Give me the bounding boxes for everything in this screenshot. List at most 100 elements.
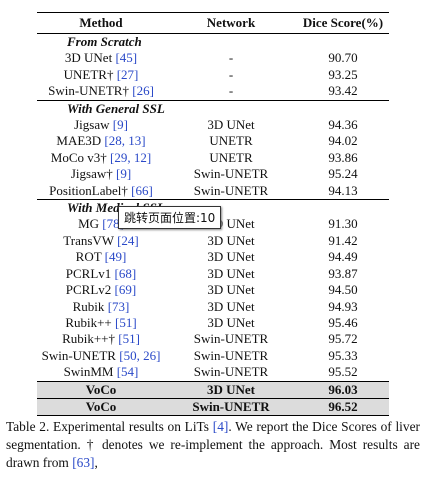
dice-cell: 96.52 bbox=[297, 397, 389, 417]
method-cell: PCRLv1 [68] bbox=[37, 266, 165, 282]
network-cell: Swin-UNETR bbox=[193, 364, 269, 380]
data-row: MoCo v3† [29, 12] UNETR 93.86 bbox=[37, 150, 389, 166]
data-row: SwinMM [54] Swin-UNETR 95.52 bbox=[37, 364, 389, 381]
dice-cell: 94.50 bbox=[328, 282, 358, 298]
network-cell: - bbox=[228, 83, 234, 99]
network-cell: Swin-UNETR bbox=[193, 166, 269, 182]
citation: [24] bbox=[117, 232, 139, 248]
network-cell: Swin-UNETR bbox=[165, 397, 297, 417]
citation: [66] bbox=[131, 182, 153, 198]
section-row: With General SSL bbox=[37, 99, 389, 118]
network-cell: UNETR bbox=[209, 149, 253, 165]
network-cell: Swin-UNETR bbox=[193, 347, 269, 363]
dice-cell: 95.46 bbox=[328, 314, 358, 330]
method-name: PCRLv1 bbox=[65, 265, 112, 281]
network-cell: 3D UNet bbox=[207, 298, 255, 314]
citation: [69] bbox=[114, 282, 137, 298]
caption-text: . We report the Dice Scores of liver seg… bbox=[6, 419, 420, 470]
dice-cell: 95.24 bbox=[328, 166, 358, 182]
citation: [45] bbox=[115, 50, 138, 66]
caption-text: , bbox=[94, 455, 98, 470]
network-cell: 3D UNet bbox=[207, 117, 255, 133]
network-cell: 3D UNet bbox=[207, 265, 255, 281]
data-row: Rubik++ [51] 3D UNet 95.46 bbox=[37, 315, 389, 331]
network-cell: UNETR bbox=[209, 133, 253, 149]
dice-cell: 91.30 bbox=[328, 216, 358, 232]
column-header: Network bbox=[165, 12, 297, 34]
method-cell: Jigsaw† [9] bbox=[37, 166, 165, 182]
method-cell: Swin-UNETR [50, 26] bbox=[37, 348, 165, 364]
citation: [68] bbox=[114, 265, 137, 281]
section-title: With General SSL bbox=[37, 99, 389, 118]
method-cell: MoCo v3† [29, 12] bbox=[37, 150, 165, 166]
column-header: Method bbox=[37, 12, 165, 34]
citation: [9] bbox=[112, 117, 128, 133]
data-row: MAE3D [28, 13] UNETR 94.02 bbox=[37, 133, 389, 149]
data-row: 3D UNet [45] - 90.70 bbox=[37, 50, 389, 66]
data-row: Swin-UNETR† [26] - 93.42 bbox=[37, 83, 389, 100]
method-name: Jigsaw† bbox=[70, 166, 113, 182]
method-name: VoCo bbox=[85, 398, 117, 414]
dice-cell: 90.70 bbox=[328, 50, 358, 66]
method-name: MAE3D bbox=[56, 133, 102, 149]
data-row: PositionLabel† [66] Swin-UNETR 94.13 bbox=[37, 183, 389, 200]
data-row: VoCo Swin-UNETR 96.52 bbox=[37, 397, 389, 417]
dice-cell: 93.86 bbox=[328, 149, 358, 165]
dice-cell: 94.13 bbox=[328, 182, 358, 198]
method-cell: VoCo bbox=[37, 397, 165, 417]
method-name: MoCo v3† bbox=[50, 149, 107, 165]
data-row: Jigsaw† [9] Swin-UNETR 95.24 bbox=[37, 166, 389, 182]
section-title: From Scratch bbox=[37, 33, 389, 51]
dice-cell: 94.02 bbox=[328, 133, 358, 149]
network-cell: - bbox=[228, 66, 234, 82]
data-row: Rubik [73] 3D UNet 94.93 bbox=[37, 299, 389, 315]
method-name: Jigsaw bbox=[74, 117, 110, 133]
method-name: UNETR† bbox=[63, 66, 114, 82]
dice-cell: 91.42 bbox=[328, 232, 358, 248]
dice-cell: 94.49 bbox=[328, 249, 358, 265]
citation: [54] bbox=[116, 364, 139, 380]
method-name: Swin-UNETR bbox=[41, 347, 116, 363]
citation: [26] bbox=[132, 83, 154, 99]
network-cell: 3D UNet bbox=[207, 232, 255, 248]
network-cell: Swin-UNETR bbox=[193, 331, 269, 347]
method-cell: Jigsaw [9] bbox=[37, 117, 165, 133]
method-cell: Rubik [73] bbox=[37, 299, 165, 315]
section-row: From Scratch bbox=[37, 33, 389, 51]
tooltip: 跳转页面位置:10 bbox=[118, 206, 222, 229]
citation: [4] bbox=[212, 419, 229, 434]
dice-cell: 94.36 bbox=[328, 117, 358, 133]
column-header: Dice Score(%) bbox=[297, 12, 389, 34]
method-cell: Rubik++† [51] bbox=[37, 331, 165, 347]
method-name: Rubik++ bbox=[65, 314, 112, 330]
network-cell: 3D UNet bbox=[165, 380, 297, 399]
method-name: PCRLv2 bbox=[65, 282, 112, 298]
dice-cell: 96.03 bbox=[297, 380, 389, 399]
network-cell: 3D UNet bbox=[207, 249, 255, 265]
citation: [51] bbox=[118, 331, 140, 347]
network-cell: Swin-UNETR bbox=[193, 182, 269, 198]
data-row: PCRLv2 [69] 3D UNet 94.50 bbox=[37, 282, 389, 298]
method-cell: SwinMM [54] bbox=[37, 364, 165, 381]
method-name: 3D UNet bbox=[64, 50, 113, 66]
citation: [28, 13] bbox=[104, 133, 146, 149]
data-row: VoCo 3D UNet 96.03 bbox=[37, 380, 389, 399]
dice-cell: 95.72 bbox=[328, 331, 358, 347]
method-cell: TransVW [24] bbox=[37, 233, 165, 249]
dice-cell: 93.87 bbox=[328, 265, 358, 281]
citation: [63] bbox=[72, 455, 95, 470]
data-row: Jigsaw [9] 3D UNet 94.36 bbox=[37, 117, 389, 133]
data-row: Swin-UNETR [50, 26] Swin-UNETR 95.33 bbox=[37, 348, 389, 364]
network-cell: 3D UNet bbox=[207, 314, 255, 330]
data-row: TransVW [24] 3D UNet 91.42 bbox=[37, 233, 389, 249]
dice-cell: 93.42 bbox=[328, 83, 358, 99]
results-table: Method Network Dice Score(%) From Scratch 3D… bbox=[37, 12, 389, 417]
method-cell: 3D UNet [45] bbox=[37, 50, 165, 66]
data-row: PCRLv1 [68] 3D UNet 93.87 bbox=[37, 266, 389, 282]
method-cell: UNETR† [27] bbox=[37, 67, 165, 83]
method-cell: ROT [49] bbox=[37, 249, 165, 265]
dice-cell: 95.52 bbox=[328, 364, 358, 380]
network-cell: 3D UNet bbox=[207, 282, 255, 298]
caption: Table 2. Experimental results on LiTs [4… bbox=[6, 418, 420, 472]
